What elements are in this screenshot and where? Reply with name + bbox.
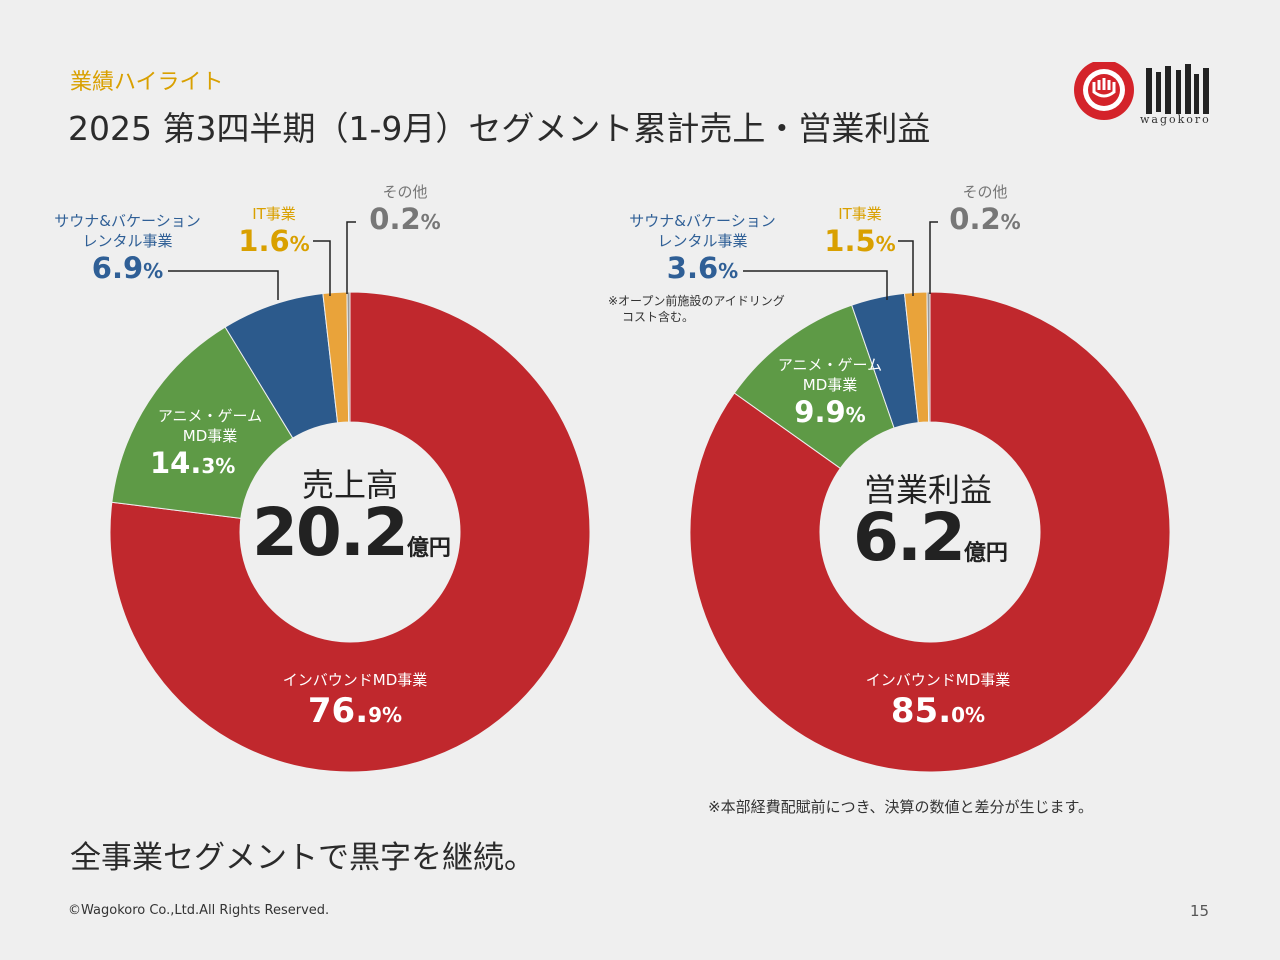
center-label-profit: 営業利益 (863, 471, 992, 509)
label-other-sales: その他 0.2% (362, 182, 448, 239)
leader-lines (168, 221, 938, 300)
pct-inbound-sales: 76.9% (307, 691, 403, 731)
label-anime-name-1: アニメ・ゲーム (777, 356, 883, 374)
pct-it-sales: 1.6% (238, 224, 310, 258)
pct-other-profit: 0.2% (949, 202, 1021, 236)
slice-other (926, 291, 931, 423)
label-other-name: その他 (382, 183, 428, 201)
leader-line-sauna-profit (743, 270, 888, 300)
label-sauna-sales: サウナ&バケーション レンタル事業 6.9% (40, 211, 215, 288)
label-sauna-name-2: レンタル事業 (82, 232, 173, 250)
donut-chart-operating-profit (689, 291, 1171, 773)
label-sauna-name-2: レンタル事業 (657, 232, 748, 250)
label-sauna-profit: サウナ&バケーション レンタル事業 3.6% (615, 211, 790, 288)
pct-sauna-sales: 6.9% (91, 251, 164, 285)
sauna-note: ※オープン前施設のアイドリング コスト含む。 (608, 293, 785, 325)
center-label-sales: 売上高 (301, 466, 398, 504)
pct-anime-sales: 14.3% (150, 446, 236, 480)
footnote: ※本部経費配賦前につき、決算の数値と差分が生じます。 (708, 798, 1094, 816)
label-it-name: IT事業 (838, 205, 882, 223)
label-anime-name-2: MD事業 (182, 427, 238, 445)
label-anime-profit: アニメ・ゲーム MD事業 9.9% (760, 355, 900, 432)
label-inbound-name: インバウンドMD事業 (282, 671, 428, 689)
pct-it-profit: 1.5% (824, 224, 896, 258)
leader-line-it-sales (313, 240, 331, 296)
center-value-profit: 6.2億円 (853, 499, 1008, 576)
label-inbound-name: インバウンドMD事業 (865, 671, 1011, 689)
donut-chart-sales (109, 291, 591, 773)
logo-text: wagokoro (1140, 113, 1211, 126)
summary-text: 全事業セグメントで黒字を継続。 (70, 840, 535, 876)
leader-line-other-profit (929, 221, 938, 294)
slice-anime (111, 326, 294, 519)
leader-line-other-sales (346, 221, 356, 294)
label-sauna-name-1: サウナ&バケーション (54, 212, 201, 230)
sauna-note-line-1: ※オープン前施設のアイドリング (608, 294, 785, 308)
center-value-sales: 20.2億円 (252, 494, 451, 571)
copyright: ©Wagokoro Co.,Ltd.All Rights Reserved. (68, 903, 330, 918)
leader-line-sauna-sales (168, 270, 279, 300)
slice-inbound (689, 291, 1171, 773)
section-kicker: 業績ハイライト (70, 70, 224, 95)
pct-inbound-profit: 85.0% (890, 691, 986, 731)
label-it-name: IT事業 (252, 205, 296, 223)
sauna-note-line-2: コスト含む。 (622, 310, 695, 324)
page-title: 2025 第3四半期（1-9月）セグメント累計売上・営業利益 (68, 109, 931, 148)
label-anime-sales: アニメ・ゲーム MD事業 14.3% (140, 406, 280, 483)
pct-anime-profit: 9.9% (794, 395, 866, 429)
leader-line-it-profit (898, 240, 914, 296)
label-other-name: その他 (962, 183, 1008, 201)
label-sauna-name-1: サウナ&バケーション (629, 212, 776, 230)
label-inbound-sales: インバウンドMD事業 76.9% (255, 670, 455, 736)
slice-inbound (109, 291, 591, 773)
label-it-sales: IT事業 1.6% (234, 204, 314, 261)
label-it-profit: IT事業 1.5% (820, 204, 900, 261)
slice-other (346, 291, 351, 423)
label-other-profit: その他 0.2% (940, 182, 1030, 239)
company-logo (1074, 62, 1209, 120)
pct-other-sales: 0.2% (369, 202, 441, 236)
label-anime-name-1: アニメ・ゲーム (157, 407, 263, 425)
page-number: 15 (1190, 902, 1210, 920)
label-anime-name-2: MD事業 (802, 376, 858, 394)
label-inbound-profit: インバウンドMD事業 85.0% (838, 670, 1038, 736)
pct-sauna-profit: 3.6% (666, 251, 739, 285)
